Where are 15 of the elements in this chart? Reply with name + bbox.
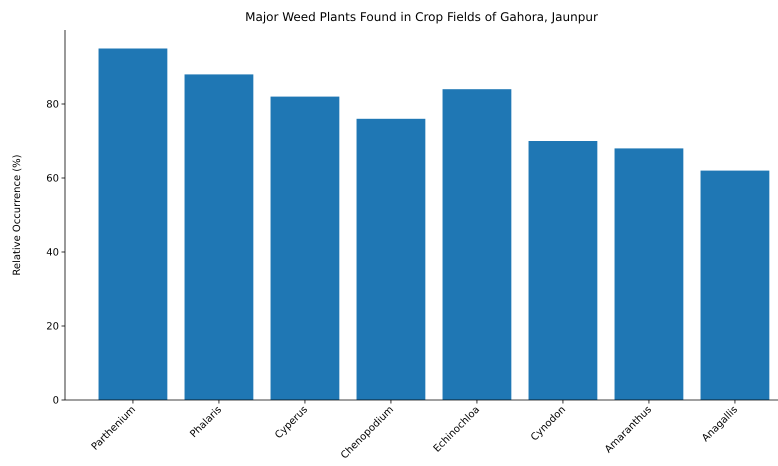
y-tick-label: 0: [52, 396, 59, 406]
y-tick-label: 40: [46, 248, 59, 258]
bar: [98, 48, 168, 400]
y-tick-label: 20: [46, 322, 59, 332]
bar: [528, 141, 598, 400]
chart-title: Major Weed Plants Found in Crop Fields of Gahora, Jaunpur: [245, 10, 598, 24]
bar: [442, 89, 512, 400]
bar: [184, 74, 254, 400]
y-tick-label: 60: [46, 174, 59, 184]
bar: [270, 96, 340, 400]
bar: [700, 170, 770, 400]
y-tick-label: 80: [46, 100, 59, 110]
y-axis-title: Relative Occurrence (%): [12, 154, 23, 276]
bar: [614, 148, 684, 400]
bar: [356, 118, 426, 400]
